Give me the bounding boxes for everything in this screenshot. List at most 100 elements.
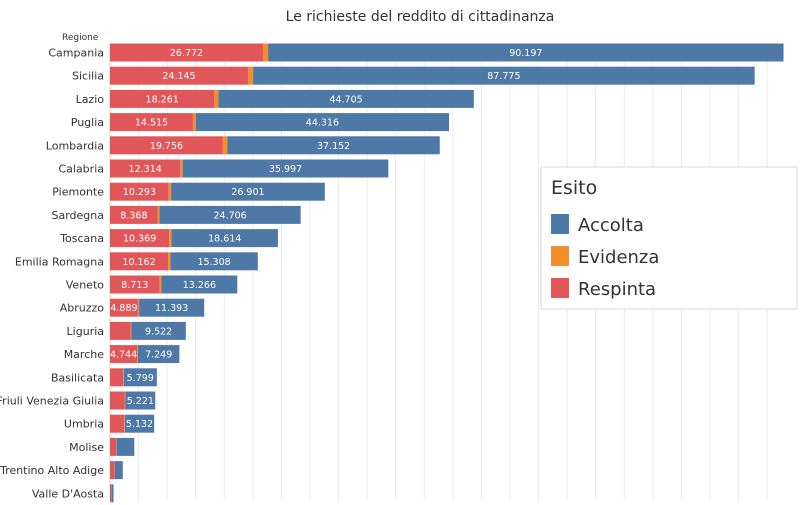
legend-swatch bbox=[551, 246, 569, 266]
bar-accolta bbox=[182, 159, 389, 178]
bar-respinta bbox=[110, 275, 160, 294]
region-label: Trentino Alto Adige bbox=[0, 464, 104, 477]
bar-value-label: 4.744 bbox=[110, 350, 137, 361]
bars: 26.772 90.197 24.145 87.775 18.261 44.705 14.5… bbox=[110, 43, 784, 503]
bar-evidenza bbox=[168, 252, 171, 271]
region-label: Veneto bbox=[66, 279, 104, 292]
chart-title: Le richieste del reddito di cittadinanza bbox=[286, 9, 555, 25]
bar-value-label: 90.197 bbox=[509, 48, 542, 59]
bar-respinta bbox=[110, 113, 193, 132]
bar-value-label: 7.249 bbox=[145, 350, 172, 361]
legend-label: Accolta bbox=[578, 215, 644, 236]
region-label: Sicilia bbox=[72, 70, 104, 83]
bar-accolta bbox=[218, 89, 474, 108]
bar-accolta bbox=[227, 136, 440, 155]
bar-respinta bbox=[110, 89, 215, 108]
bar-value-label: 8.713 bbox=[121, 280, 148, 291]
bar-accolta bbox=[139, 298, 205, 317]
bar-evidenza bbox=[168, 182, 172, 201]
legend-items: Accolta Evidenza Respinta bbox=[551, 214, 659, 300]
bar-value-label: 4.889 bbox=[110, 303, 137, 314]
bar-evidenza bbox=[157, 205, 160, 224]
bar-value-label: 13.266 bbox=[183, 280, 216, 291]
bar-accolta bbox=[170, 252, 258, 271]
region-label: Piemonte bbox=[52, 186, 104, 199]
bar-respinta bbox=[110, 345, 138, 364]
bar-accolta bbox=[111, 484, 114, 503]
bar-evidenza bbox=[159, 275, 162, 294]
bar-respinta bbox=[110, 298, 138, 317]
bar-value-label: 35.997 bbox=[269, 164, 302, 175]
bar-evidenza bbox=[262, 43, 269, 62]
bar-value-label: 10.162 bbox=[122, 257, 155, 268]
bar-accolta bbox=[195, 113, 450, 132]
bar-accolta bbox=[253, 66, 755, 85]
bar-value-label: 44.705 bbox=[329, 94, 362, 105]
region-label: Umbria bbox=[64, 418, 104, 431]
legend-swatch bbox=[551, 214, 569, 234]
bar-accolta bbox=[114, 461, 123, 480]
bar-respinta bbox=[110, 252, 169, 271]
bar-evidenza bbox=[137, 298, 140, 317]
bar-value-label: 8.368 bbox=[120, 210, 147, 221]
bar-value-label: 9.522 bbox=[145, 326, 172, 337]
legend-label: Respinta bbox=[578, 279, 656, 300]
bar-value-label: 10.369 bbox=[123, 234, 156, 245]
bar-value-label: 87.775 bbox=[487, 71, 520, 82]
region-label: Marche bbox=[64, 348, 105, 361]
bar-respinta bbox=[110, 182, 169, 201]
region-label: Basilicata bbox=[51, 371, 104, 384]
bar-evidenza bbox=[124, 391, 126, 410]
bar-respinta bbox=[110, 136, 223, 155]
region-label: Liguria bbox=[67, 325, 104, 338]
bar-evidenza bbox=[130, 321, 132, 340]
bar-accolta bbox=[131, 321, 186, 340]
bar-value-label: 18.261 bbox=[146, 94, 179, 105]
bar-accolta bbox=[116, 437, 135, 456]
region-label: Valle D'Aosta bbox=[32, 487, 104, 500]
bar-value-label: 14.515 bbox=[135, 118, 168, 129]
region-label: Toscana bbox=[59, 232, 104, 245]
region-label: Puglia bbox=[71, 116, 104, 129]
bar-respinta bbox=[110, 437, 117, 456]
bar-accolta bbox=[124, 414, 155, 433]
region-label: Abruzzo bbox=[60, 302, 105, 315]
bar-evidenza bbox=[137, 345, 138, 364]
bar-evidenza bbox=[192, 113, 196, 132]
bar-value-label: 15.308 bbox=[197, 257, 230, 268]
bar-accolta bbox=[137, 345, 180, 364]
bar-value-label: 11.393 bbox=[155, 303, 188, 314]
bar-respinta bbox=[110, 321, 131, 340]
bar-accolta bbox=[268, 43, 784, 62]
region-labels: Campania Sicilia Lazio Puglia Lombardia Calab… bbox=[0, 47, 104, 501]
bar-accolta bbox=[159, 205, 301, 224]
bar-value-label: 24.706 bbox=[213, 210, 246, 221]
bar-value-label: 44.316 bbox=[306, 118, 339, 129]
bar-evidenza bbox=[123, 368, 124, 387]
bar-respinta bbox=[110, 461, 115, 480]
bar-evidenza bbox=[124, 414, 125, 433]
bar-value-label: 26.772 bbox=[170, 48, 203, 59]
bar-value-label: 26.901 bbox=[231, 187, 264, 198]
region-label: Lazio bbox=[76, 93, 105, 106]
legend-box bbox=[540, 166, 798, 310]
bar-accolta bbox=[123, 368, 157, 387]
bar-evidenza bbox=[214, 89, 219, 108]
bar-respinta bbox=[110, 66, 248, 85]
bar-accolta bbox=[161, 275, 238, 294]
bar-respinta bbox=[110, 205, 158, 224]
region-label: Sardegna bbox=[52, 209, 105, 222]
y-axis-title: Regione bbox=[62, 33, 99, 43]
legend-label: Evidenza bbox=[578, 247, 659, 268]
bar-accolta bbox=[171, 229, 278, 248]
bar-respinta bbox=[110, 159, 181, 178]
bar-value-label: 24.145 bbox=[162, 71, 195, 82]
bar-value-label: 5.132 bbox=[126, 419, 153, 430]
legend-title: Esito bbox=[551, 177, 597, 199]
bar-respinta bbox=[110, 43, 263, 62]
bar-respinta bbox=[110, 391, 125, 410]
bar-value-label: 19.756 bbox=[150, 141, 183, 152]
legend: Esito Accolta Evidenza Respinta bbox=[540, 166, 798, 310]
legend-swatch bbox=[551, 278, 569, 298]
